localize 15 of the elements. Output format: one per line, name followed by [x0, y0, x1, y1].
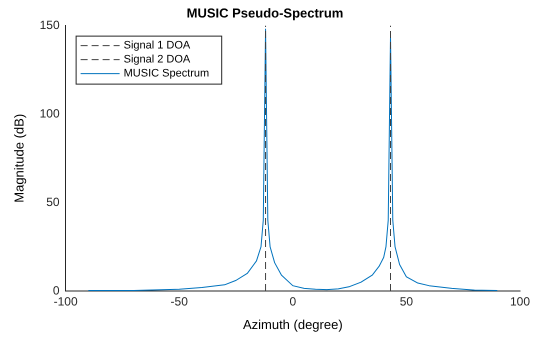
y-tick-label: 50 — [46, 194, 60, 209]
legend-label: Signal 1 DOA — [124, 40, 191, 52]
x-tick-label: -100 — [54, 294, 78, 309]
legend-label: MUSIC Spectrum — [124, 68, 210, 80]
legend-label: Signal 2 DOA — [124, 54, 191, 66]
x-tick-label: -50 — [170, 294, 188, 309]
x-tick-label: 100 — [510, 294, 530, 309]
x-axis-title: Azimuth (degree) — [242, 316, 343, 332]
y-tick-label: 100 — [40, 106, 60, 120]
y-tick-label: 150 — [40, 18, 60, 32]
chart-title: MUSIC Pseudo-Spectrum — [186, 5, 344, 20]
y-tick-label: 0 — [52, 283, 60, 298]
y-axis-title: Magnitude (dB) — [11, 114, 26, 203]
x-tick-label: 0 — [289, 294, 296, 309]
x-tick-label: 50 — [400, 294, 414, 309]
